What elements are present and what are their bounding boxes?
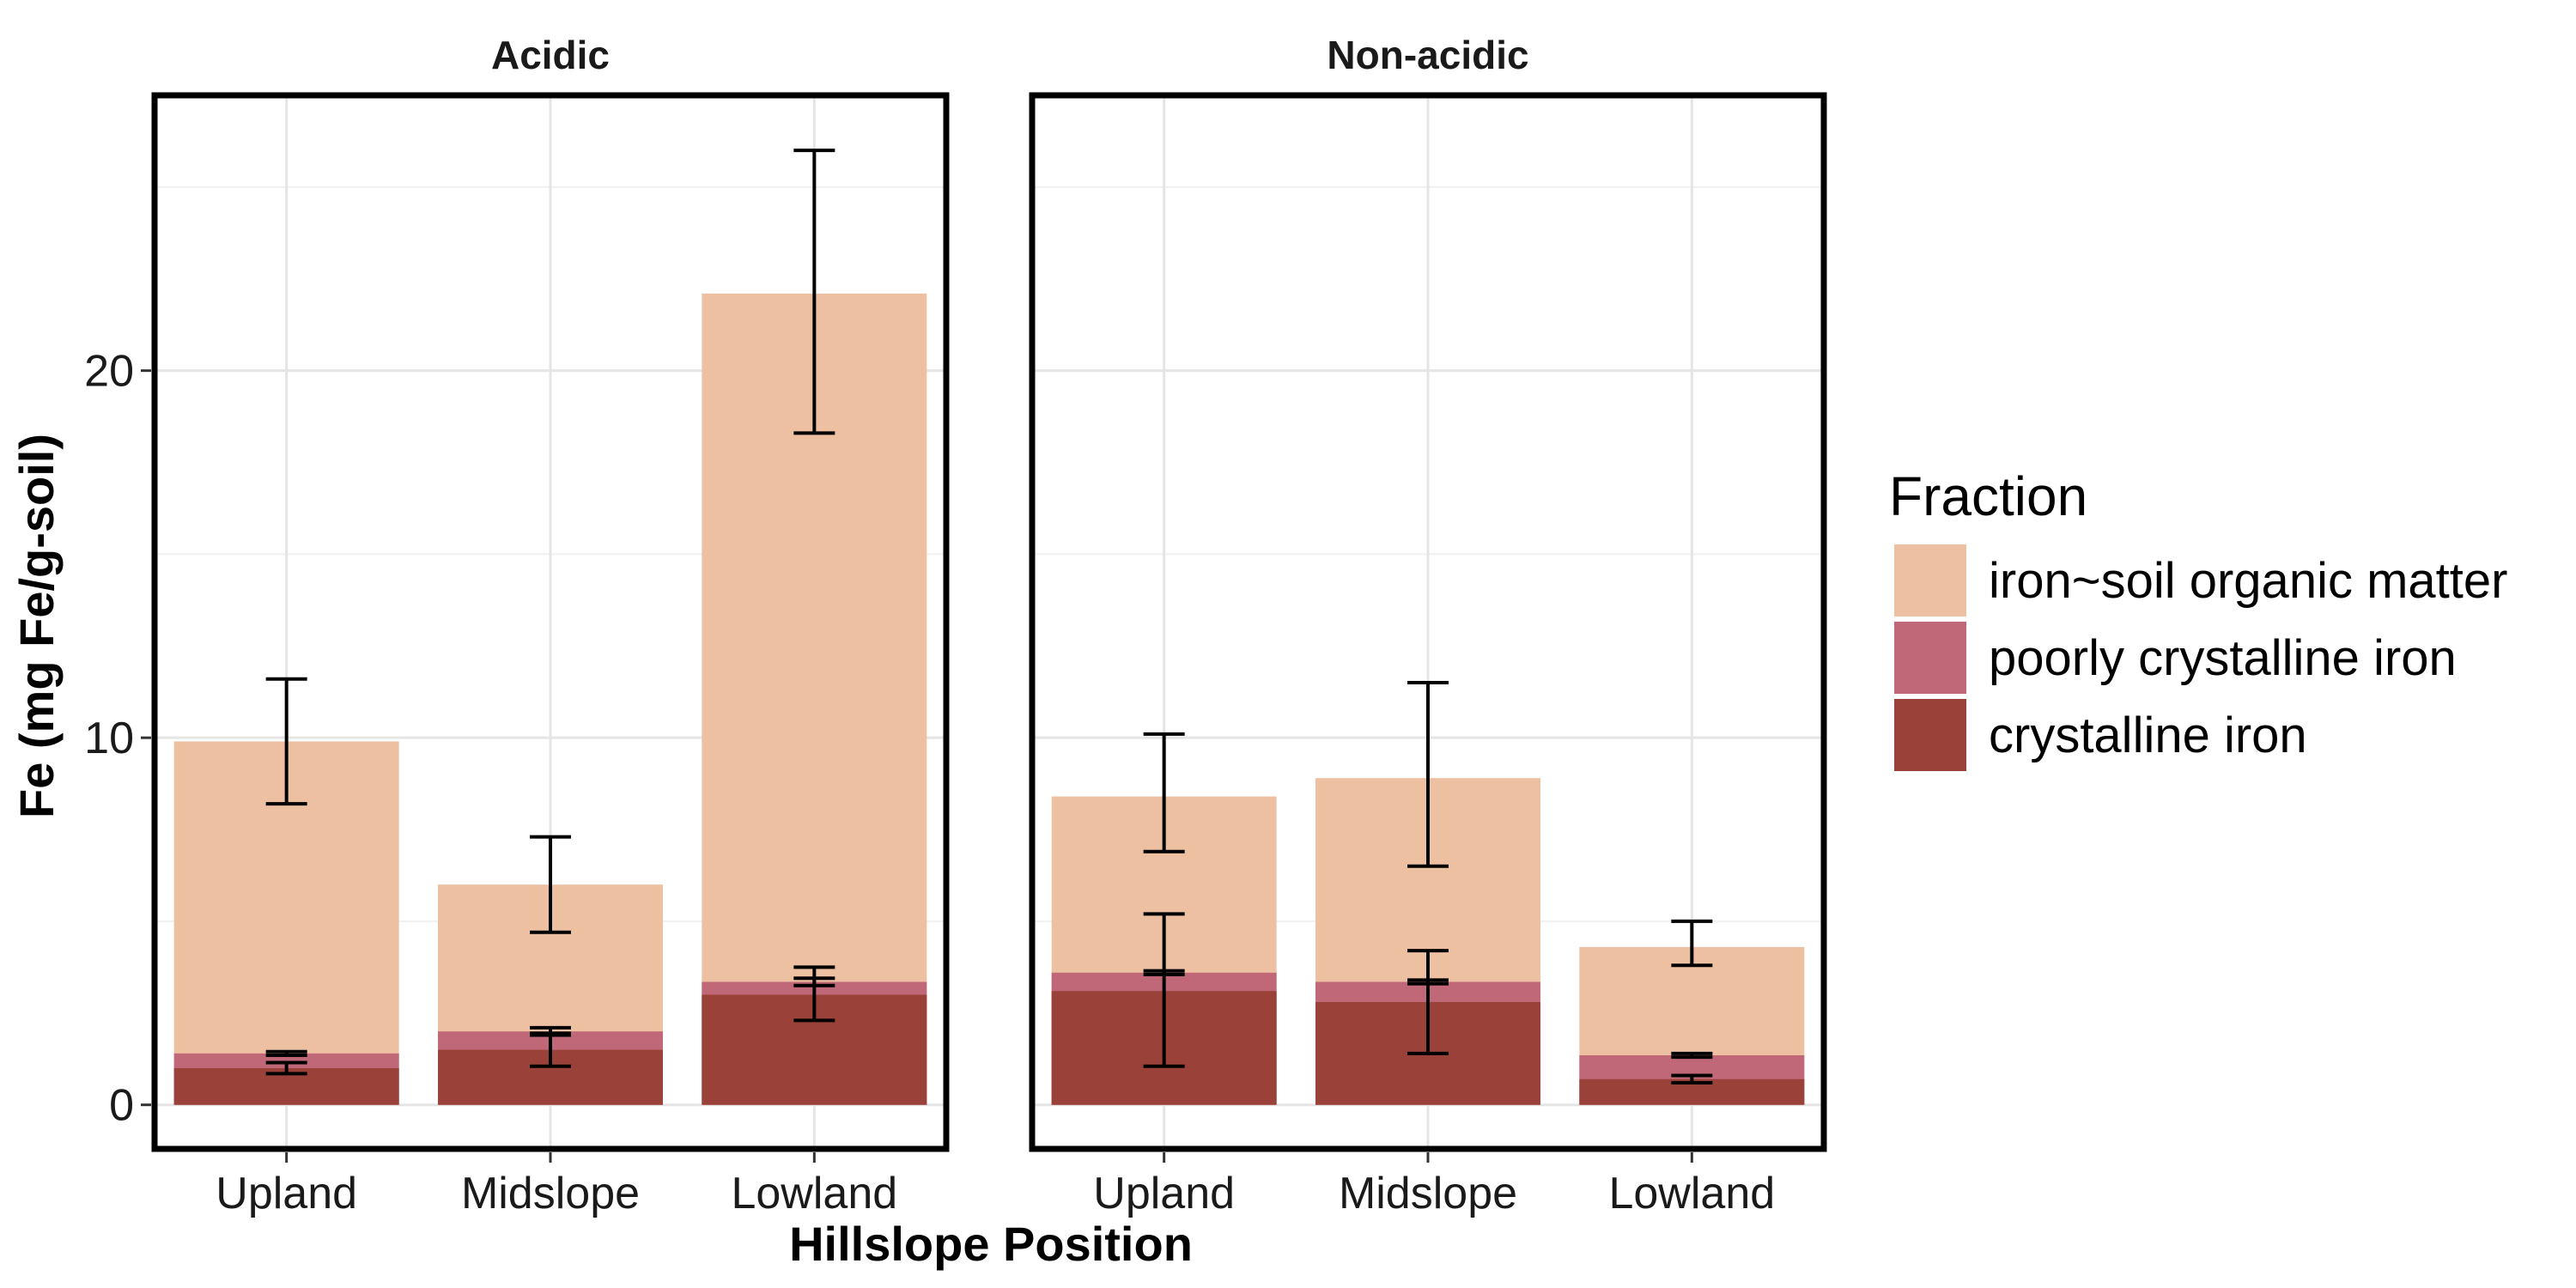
x-tick-label-upland: Upland [216, 1169, 357, 1218]
errorbar-iron-soil-organic-matter-lowland [793, 149, 835, 435]
errorbar-iron-soil-organic-matter-midslope [530, 835, 571, 934]
x-tick-label-lowland: Lowland [1608, 1169, 1775, 1218]
facet-label-acidic: Acidic [491, 33, 610, 77]
y-axis: 0 10 20 [84, 347, 151, 1131]
facet-label-non-acidic: Non-acidic [1327, 33, 1528, 77]
y-axis-title: Fe (mg Fe/g-soil) [9, 434, 64, 818]
errorbar-iron-soil-organic-matter-lowland [1671, 919, 1713, 968]
y-tick-label: 0 [109, 1081, 134, 1131]
legend-key-poorly-crystalline-iron [1894, 622, 1966, 694]
panel-border [1029, 92, 1827, 1152]
errorbar-crystalline-iron-upland [1143, 912, 1185, 1068]
legend-key-iron-soil-organic-matter [1894, 544, 1966, 617]
chart-panels: Acidic Upland Midslope Lowland Non-acidic Upl… [84, 33, 1827, 1218]
x-tick-label-upland: Upland [1093, 1169, 1235, 1218]
x-tick-label-midslope: Midslope [461, 1169, 640, 1218]
legend-label-iron-soil-organic-matter: iron~soil organic matter [1989, 553, 2507, 609]
legend-label-poorly-crystalline-iron: poorly crystalline iron [1989, 630, 2457, 686]
errorbar-crystalline-iron-midslope [1407, 949, 1449, 1055]
y-tick-label: 10 [84, 714, 134, 763]
y-tick-label: 20 [84, 347, 134, 397]
legend: Fraction iron~soil organic matter poorly … [1889, 465, 2507, 771]
errorbar-crystalline-iron-lowland [1671, 1073, 1713, 1085]
errorbar-crystalline-iron-lowland [793, 965, 835, 1023]
errorbar-crystalline-iron-upland [265, 1060, 307, 1076]
errorbar-crystalline-iron-midslope [530, 1031, 571, 1068]
errorbar-iron-soil-organic-matter-upland [265, 677, 307, 806]
panel-acidic: Acidic Upland Midslope Lowland [151, 33, 950, 1218]
x-axis-title: Hillslope Position [789, 1217, 1193, 1271]
errorbar-iron-soil-organic-matter-midslope [1407, 681, 1449, 868]
panel-border [151, 92, 950, 1152]
errorbar-poorly-crystalline-iron-lowland [1671, 1051, 1713, 1060]
panel-non-acidic: Non-acidic Upland Midslope Lowland [1029, 33, 1827, 1218]
errorbar-iron-soil-organic-matter-upland [1143, 732, 1185, 854]
x-tick-label-lowland: Lowland [731, 1169, 897, 1218]
legend-label-crystalline-iron: crystalline iron [1989, 708, 2307, 763]
legend-title: Fraction [1889, 465, 2087, 527]
errorbar-poorly-crystalline-iron-upland [265, 1049, 307, 1057]
legend-key-crystalline-iron [1894, 699, 1966, 771]
x-tick-label-midslope: Midslope [1339, 1169, 1517, 1218]
